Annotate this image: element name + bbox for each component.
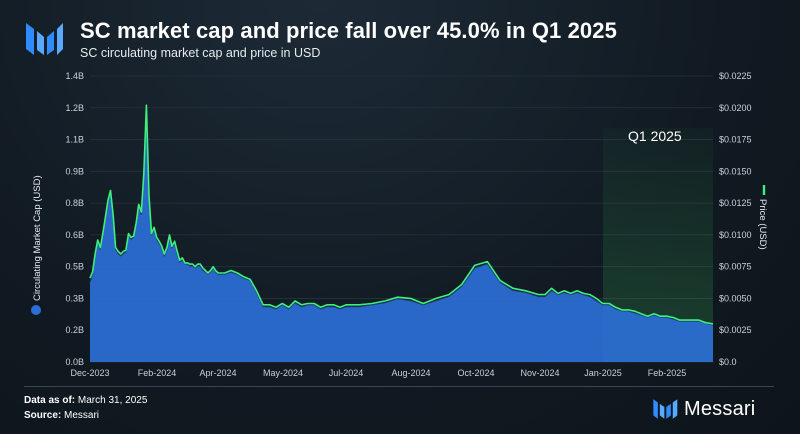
price-line <box>89 104 714 325</box>
y-right-tick-label: $0.0175 <box>719 135 752 145</box>
y-right-tick-label: $0.0125 <box>719 198 752 208</box>
y-left-tick-label: 1.1B <box>65 135 84 145</box>
y-left-tick-label: 0.3B <box>65 293 84 303</box>
y-right-tick-label: $0.0075 <box>719 262 752 272</box>
q1-2025-annotation: Q1 2025 <box>628 128 682 144</box>
brand-name: Messari <box>684 397 756 420</box>
y-left-tick-label: 0.8B <box>65 198 84 208</box>
source-note: Source: Messari <box>24 410 100 421</box>
y-left-tick-label: 0.9B <box>65 166 84 176</box>
y-right-tick-label: $0.0200 <box>719 103 752 113</box>
x-tick-label: May-2024 <box>263 368 303 378</box>
y-left-tick-label: 0.6B <box>65 230 84 240</box>
brand-logo: Messari <box>652 396 755 422</box>
y-left-tick-label: 0.5B <box>65 262 84 272</box>
x-tick-label: Jan-2025 <box>584 368 622 378</box>
y-left-tick-label: 0.2B <box>65 325 84 335</box>
y-left-axis-label: Circulating Market Cap (USD) <box>32 175 43 301</box>
x-tick-label: Aug-2024 <box>391 368 430 378</box>
footer-divider <box>24 386 774 387</box>
x-tick-label: Feb-2024 <box>138 368 177 378</box>
x-tick-label: Dec-2023 <box>70 368 109 378</box>
y-right-tick-label: $0.0050 <box>719 293 752 303</box>
x-tick-label: Nov-2024 <box>520 368 559 378</box>
y-left-tick-label: 1.2B <box>65 103 84 113</box>
page-subtitle: SC circulating market cap and price in U… <box>80 46 321 60</box>
x-tick-label: Apr-2024 <box>199 368 236 378</box>
y-left-tick-label: 1.4B <box>65 71 84 81</box>
price-legend-marker <box>762 185 766 195</box>
market-cap-area <box>90 114 713 362</box>
y-right-axis-label: Price (USD) <box>757 199 768 250</box>
messari-logo-icon <box>653 399 678 419</box>
x-tick-label: Oct-2024 <box>457 368 494 378</box>
y-left-axis-title: Circulating Market Cap (USD) <box>31 175 43 315</box>
x-tick-label: Feb-2025 <box>648 368 687 378</box>
y-right-tick-label: $0.0225 <box>719 71 752 81</box>
page-title: SC market cap and price fall over 45.0% … <box>80 18 617 43</box>
y-left-tick-label: 0.0B <box>65 357 84 367</box>
data-as-of: Data as of: March 31, 2025 <box>24 395 148 406</box>
y-right-tick-label: $0.0150 <box>719 166 752 176</box>
y-right-tick-label: $0.0025 <box>719 325 752 335</box>
market-cap-legend-marker <box>31 305 41 315</box>
y-right-axis-title: Price (USD) <box>757 185 768 250</box>
y-right-tick-label: $0.0 <box>719 357 737 367</box>
x-tick-label: Jul-2024 <box>329 368 364 378</box>
y-right-tick-label: $0.0100 <box>719 230 752 240</box>
messari-logo-icon <box>26 23 63 55</box>
